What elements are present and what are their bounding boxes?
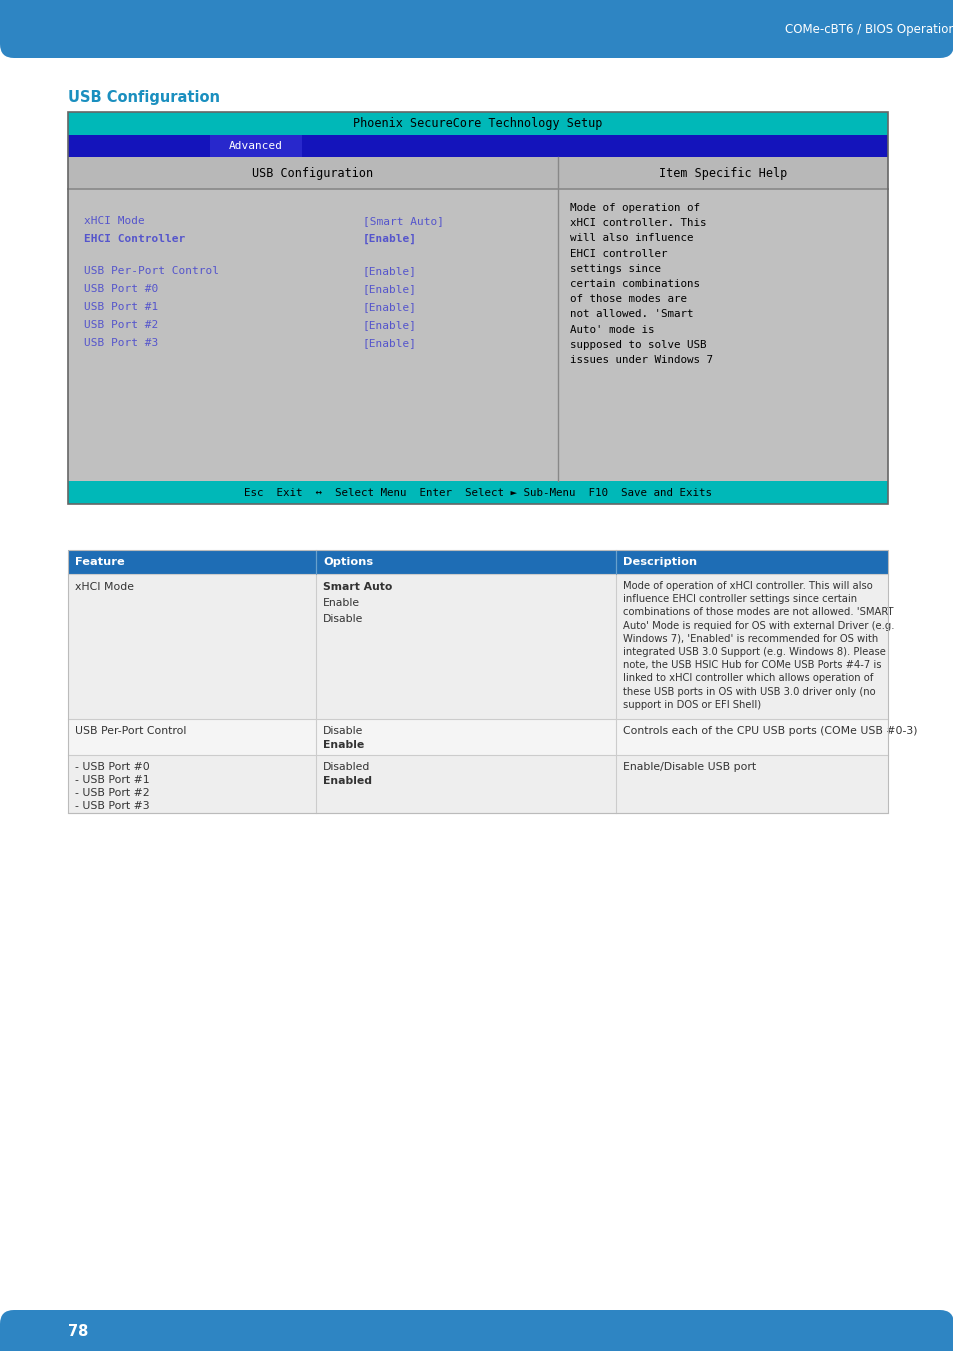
Text: Mode of operation of: Mode of operation of <box>569 203 700 213</box>
Text: Disabled: Disabled <box>323 762 370 771</box>
Bar <box>210 135 302 157</box>
Text: Enable: Enable <box>323 598 359 608</box>
Text: not allowed. 'Smart: not allowed. 'Smart <box>569 309 693 319</box>
Bar <box>68 157 887 504</box>
Text: Enable/Disable USB port: Enable/Disable USB port <box>622 762 756 771</box>
Text: [Enable]: [Enable] <box>363 284 416 295</box>
Text: Enabled: Enabled <box>323 775 372 786</box>
Text: - USB Port #3: - USB Port #3 <box>75 801 150 811</box>
Text: will also influence: will also influence <box>569 234 693 243</box>
Text: Options: Options <box>323 557 373 567</box>
Text: Esc  Exit  ↔  Select Menu  Enter  Select ► Sub-Menu  F10  Save and Exits: Esc Exit ↔ Select Menu Enter Select ► Su… <box>244 488 711 497</box>
Text: note, the USB HSIC Hub for COMe USB Ports #4-7 is: note, the USB HSIC Hub for COMe USB Port… <box>622 661 881 670</box>
Text: Advanced: Advanced <box>229 141 283 151</box>
Text: [Enable]: [Enable] <box>363 234 416 245</box>
Bar <box>68 157 887 189</box>
Text: issues under Windows 7: issues under Windows 7 <box>569 355 712 365</box>
Text: USB Configuration: USB Configuration <box>68 91 220 105</box>
Text: Mode of operation of xHCI controller. This will also: Mode of operation of xHCI controller. Th… <box>622 581 872 590</box>
Bar <box>68 135 887 157</box>
FancyBboxPatch shape <box>0 1310 953 1351</box>
Bar <box>68 550 887 813</box>
Text: combinations of those modes are not allowed. 'SMART: combinations of those modes are not allo… <box>622 608 893 617</box>
Bar <box>68 755 887 813</box>
Text: USB Port #3: USB Port #3 <box>84 338 158 349</box>
Text: influence EHCI controller settings since certain: influence EHCI controller settings since… <box>622 594 856 604</box>
Text: Enable: Enable <box>323 740 364 750</box>
Text: [Smart Auto]: [Smart Auto] <box>363 216 443 226</box>
Text: - USB Port #1: - USB Port #1 <box>75 775 150 785</box>
Text: certain combinations: certain combinations <box>569 280 700 289</box>
Bar <box>68 574 887 719</box>
Text: supposed to solve USB: supposed to solve USB <box>569 340 706 350</box>
Text: - USB Port #0: - USB Port #0 <box>75 762 150 771</box>
Bar <box>68 112 887 504</box>
Text: USB Per-Port Control: USB Per-Port Control <box>75 725 186 736</box>
Bar <box>68 481 887 504</box>
Text: Smart Auto: Smart Auto <box>323 582 392 592</box>
Text: of those modes are: of those modes are <box>569 295 686 304</box>
Text: Description: Description <box>622 557 697 567</box>
Text: 78: 78 <box>68 1324 89 1339</box>
Text: Disable: Disable <box>323 613 363 624</box>
Text: USB Per-Port Control: USB Per-Port Control <box>84 266 219 276</box>
Text: [Enable]: [Enable] <box>363 320 416 330</box>
Bar <box>0 0 953 30</box>
Text: Item Specific Help: Item Specific Help <box>659 166 786 180</box>
Text: USB Configuration: USB Configuration <box>253 166 374 180</box>
Bar <box>68 550 887 574</box>
Text: support in DOS or EFI Shell): support in DOS or EFI Shell) <box>622 700 760 709</box>
Text: Auto' mode is: Auto' mode is <box>569 324 654 335</box>
Text: [Enable]: [Enable] <box>363 303 416 312</box>
Text: USB Port #0: USB Port #0 <box>84 284 158 295</box>
FancyBboxPatch shape <box>0 0 953 58</box>
Text: integrated USB 3.0 Support (e.g. Windows 8). Please: integrated USB 3.0 Support (e.g. Windows… <box>622 647 885 657</box>
Bar <box>68 719 887 755</box>
Text: xHCI controller. This: xHCI controller. This <box>569 219 706 228</box>
Text: settings since: settings since <box>569 263 660 274</box>
Text: COMe-cBT6 / BIOS Operation: COMe-cBT6 / BIOS Operation <box>784 23 953 36</box>
Text: these USB ports in OS with USB 3.0 driver only (no: these USB ports in OS with USB 3.0 drive… <box>622 686 875 697</box>
Text: USB Port #2: USB Port #2 <box>84 320 158 330</box>
Text: USB Port #1: USB Port #1 <box>84 303 158 312</box>
Bar <box>0 1325 953 1351</box>
Text: xHCI Mode: xHCI Mode <box>84 216 145 226</box>
Text: Auto' Mode is requied for OS with external Driver (e.g.: Auto' Mode is requied for OS with extern… <box>622 620 894 631</box>
Text: EHCI controller: EHCI controller <box>569 249 667 258</box>
Text: Disable: Disable <box>323 725 363 736</box>
Text: Feature: Feature <box>75 557 125 567</box>
Text: [Enable]: [Enable] <box>363 266 416 276</box>
Text: Controls each of the CPU USB ports (COMe USB #0-3): Controls each of the CPU USB ports (COMe… <box>622 725 917 736</box>
Text: EHCI Controller: EHCI Controller <box>84 234 185 245</box>
Text: linked to xHCI controller which allows operation of: linked to xHCI controller which allows o… <box>622 673 872 684</box>
Text: Windows 7), 'Enabled' is recommended for OS with: Windows 7), 'Enabled' is recommended for… <box>622 634 878 644</box>
Bar <box>68 112 887 135</box>
Text: xHCI Mode: xHCI Mode <box>75 582 133 592</box>
Text: [Enable]: [Enable] <box>363 338 416 349</box>
Text: Phoenix SecureCore Technology Setup: Phoenix SecureCore Technology Setup <box>353 118 602 130</box>
Text: - USB Port #2: - USB Port #2 <box>75 788 150 798</box>
